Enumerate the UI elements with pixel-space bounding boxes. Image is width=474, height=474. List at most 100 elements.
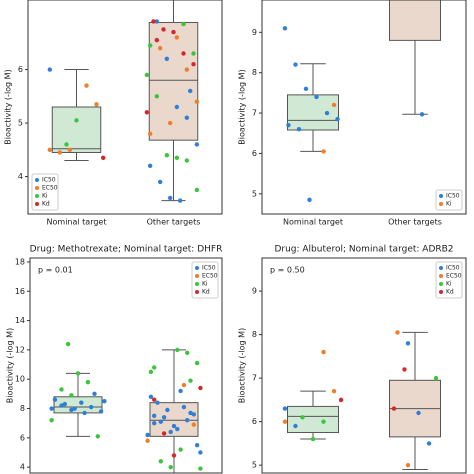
point — [296, 127, 302, 132]
point — [148, 394, 154, 399]
point — [419, 112, 425, 117]
point — [178, 388, 183, 394]
x-tick-label: Other targets — [147, 218, 201, 227]
panel: 4 6 8 10 12 14 16 18 Bioactivity (-log M) Drug: M… — [6, 245, 223, 474]
point — [148, 369, 154, 375]
point — [154, 19, 160, 24]
point — [168, 429, 173, 435]
point — [158, 419, 163, 424]
y-axis-label: Bioactivity (-log M) — [6, 328, 15, 403]
y-tick-label: 5 — [18, 119, 23, 128]
point — [59, 403, 64, 408]
point — [164, 152, 170, 158]
box — [148, 21, 199, 141]
point — [98, 409, 104, 414]
legend-label: EC50 — [42, 185, 58, 192]
point — [158, 459, 163, 464]
point — [184, 67, 190, 72]
y-tick-label: 9 — [252, 28, 257, 37]
x-tick-label: Nominal target — [47, 218, 107, 227]
point — [84, 83, 89, 88]
y-tick-label: 6 — [20, 433, 25, 442]
legend-marker — [35, 202, 39, 206]
legend-label: IC50 — [42, 177, 56, 184]
point — [89, 404, 94, 410]
point — [321, 149, 326, 154]
point — [191, 61, 196, 67]
annotation: p = 0.50 — [270, 266, 305, 275]
point — [85, 379, 91, 385]
legend-label: Kd — [202, 289, 210, 296]
point — [49, 418, 54, 423]
point — [151, 19, 156, 24]
point — [282, 419, 288, 424]
legend-marker — [195, 290, 199, 294]
legend-marker — [35, 186, 39, 190]
point — [155, 400, 160, 405]
legend-marker — [439, 274, 443, 278]
legend-marker — [439, 290, 443, 294]
y-tick-label: 16 — [15, 287, 25, 296]
plot-title: Drug: Albuterol; Nominal target: ADRB2 — [274, 245, 453, 255]
legend-label: Kd — [42, 201, 50, 208]
point — [171, 453, 177, 458]
point — [395, 330, 400, 335]
point — [194, 360, 200, 366]
panel: 5 6 7 8 9 Bioactivity (-log M) Drug: Albuterol… — [238, 245, 467, 474]
y-axis-label: Bioactivity (-log M) — [238, 69, 247, 144]
box — [51, 106, 102, 153]
point — [52, 397, 58, 402]
legend-marker — [439, 202, 443, 206]
point — [174, 104, 180, 110]
point — [310, 436, 316, 442]
y-axis-label: Bioactivity (-log M) — [238, 328, 247, 403]
plot-area — [47, 0, 200, 203]
point — [194, 142, 200, 147]
y-tick-label: 8 — [20, 404, 25, 413]
point — [391, 406, 397, 411]
point — [293, 423, 298, 429]
legend-box — [191, 261, 219, 299]
plot-area — [282, 330, 441, 471]
point — [338, 397, 344, 403]
frame — [27, 0, 223, 215]
point — [47, 147, 53, 152]
point — [72, 406, 77, 411]
legend-label: Ki — [42, 193, 48, 200]
point — [144, 110, 150, 115]
point — [335, 116, 340, 122]
y-tick-label: 8 — [252, 68, 257, 77]
y-tick-label: 18 — [15, 257, 25, 266]
y-tick-label: 7 — [252, 109, 257, 118]
point — [426, 441, 432, 446]
point — [187, 88, 193, 94]
point — [168, 464, 173, 470]
point — [147, 131, 153, 136]
point — [154, 37, 160, 43]
point — [147, 163, 153, 169]
point — [307, 197, 312, 203]
frame — [261, 0, 467, 215]
point — [157, 45, 163, 51]
frame — [29, 257, 223, 474]
legend-marker — [439, 266, 443, 270]
point — [167, 195, 173, 201]
point — [194, 99, 200, 104]
point — [188, 378, 193, 383]
point — [175, 426, 180, 432]
legend-marker — [439, 282, 443, 286]
point — [152, 397, 157, 402]
point — [175, 347, 180, 353]
box — [287, 94, 339, 131]
point — [171, 423, 177, 429]
point — [147, 43, 153, 48]
y-tick-label: 5 — [252, 461, 257, 470]
y-tick-label: 4 — [18, 172, 23, 181]
point — [171, 29, 176, 35]
point — [67, 147, 73, 152]
y-tick-label: 7 — [252, 374, 257, 383]
point — [95, 434, 101, 439]
point — [178, 447, 183, 452]
